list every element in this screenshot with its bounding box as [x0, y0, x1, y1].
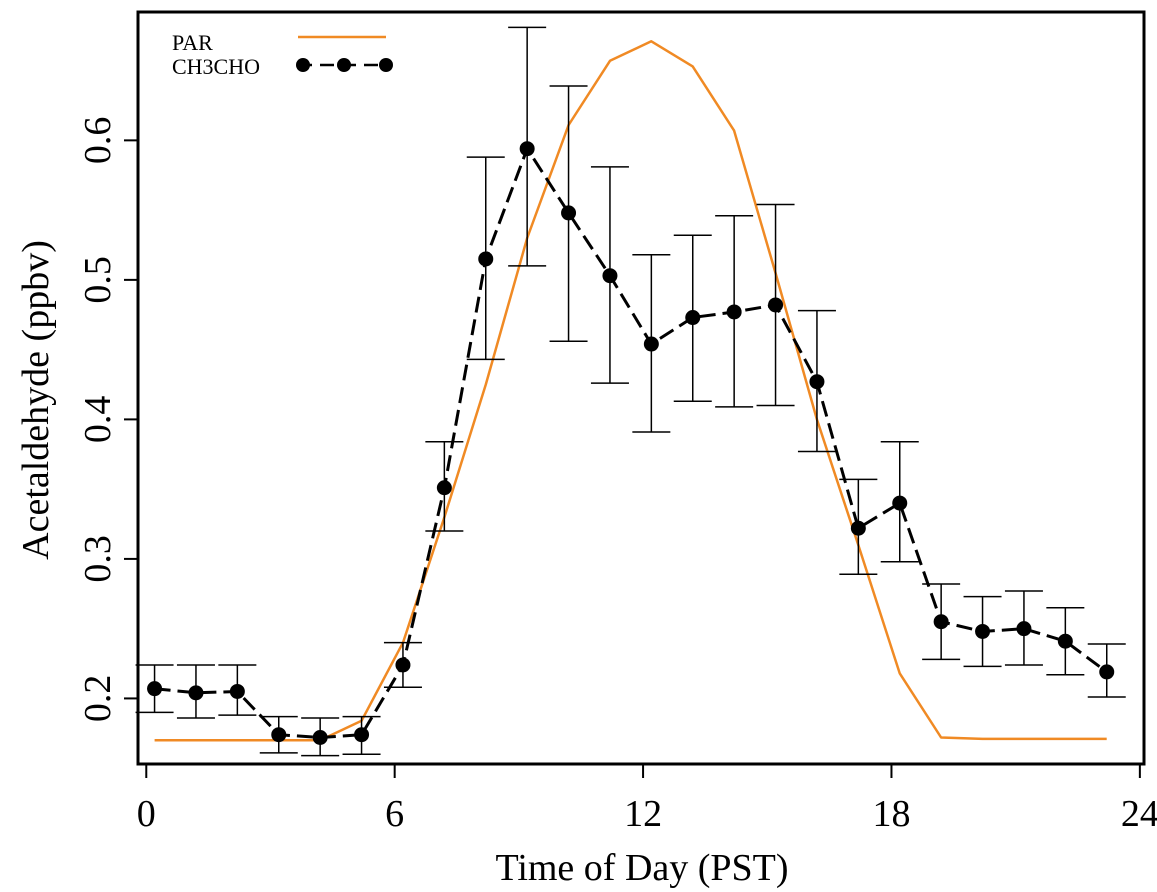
ch3cho-point — [809, 374, 825, 390]
y-tick-label: 0.5 — [77, 256, 119, 304]
y-tick-label: 0.6 — [77, 117, 119, 165]
ch3cho-point — [1057, 633, 1073, 649]
par-line — [154, 40, 1107, 742]
ch3cho-point — [975, 623, 991, 639]
ch3cho-point — [643, 336, 659, 352]
y-axis-title: Acetaldehyde (ppbv) — [15, 240, 57, 560]
ch3cho-point — [395, 657, 411, 673]
y-axis: 0.2 0.3 0.4 0.5 0.6 — [77, 117, 139, 723]
y-tick-label: 0.3 — [77, 535, 119, 583]
ch3cho-line — [154, 147, 1108, 739]
legend-marker-ch3cho — [296, 58, 310, 72]
ch3cho-point — [436, 480, 452, 496]
legend-marker-ch3cho — [337, 58, 351, 72]
par-series — [154, 40, 1107, 742]
x-tick-label: 12 — [624, 793, 662, 835]
ch3cho-point — [147, 681, 163, 697]
ch3cho-point — [1016, 621, 1032, 637]
legend-marker-ch3cho — [379, 58, 393, 72]
ch3cho-point — [519, 141, 535, 157]
ch3cho-point — [478, 251, 494, 267]
ch3cho-point — [354, 727, 370, 743]
ch3cho-point — [561, 205, 577, 221]
legend-label-par: PAR — [172, 30, 213, 55]
y-tick-label: 0.4 — [77, 396, 119, 444]
ch3cho-point — [271, 727, 287, 743]
ch3cho-point — [685, 310, 701, 326]
x-axis: 0 6 12 18 24 — [137, 763, 1157, 835]
x-axis-title: Time of Day (PST) — [495, 847, 788, 889]
y-tick-label: 0.2 — [77, 675, 119, 723]
ch3cho-point — [768, 297, 784, 313]
x-tick-label: 18 — [872, 793, 910, 835]
ch3cho-point — [892, 495, 908, 511]
ch3cho-point — [850, 520, 866, 536]
ch3cho-series — [147, 141, 1115, 745]
ch3cho-point — [312, 729, 328, 745]
ch3cho-error-bars — [135, 26, 1126, 757]
x-tick-label: 24 — [1121, 793, 1157, 835]
x-tick-label: 0 — [137, 793, 156, 835]
ch3cho-point — [229, 683, 245, 699]
legend-label-ch3cho: CH3CHO — [172, 54, 260, 79]
ch3cho-point — [188, 685, 204, 701]
ch3cho-point — [933, 614, 949, 630]
x-tick-label: 6 — [385, 793, 404, 835]
ch3cho-point — [1099, 664, 1115, 680]
plot-frame — [136, 10, 1146, 766]
ch3cho-point — [726, 304, 742, 320]
legend: PAR CH3CHO — [172, 30, 393, 79]
ch3cho-point — [602, 268, 618, 284]
